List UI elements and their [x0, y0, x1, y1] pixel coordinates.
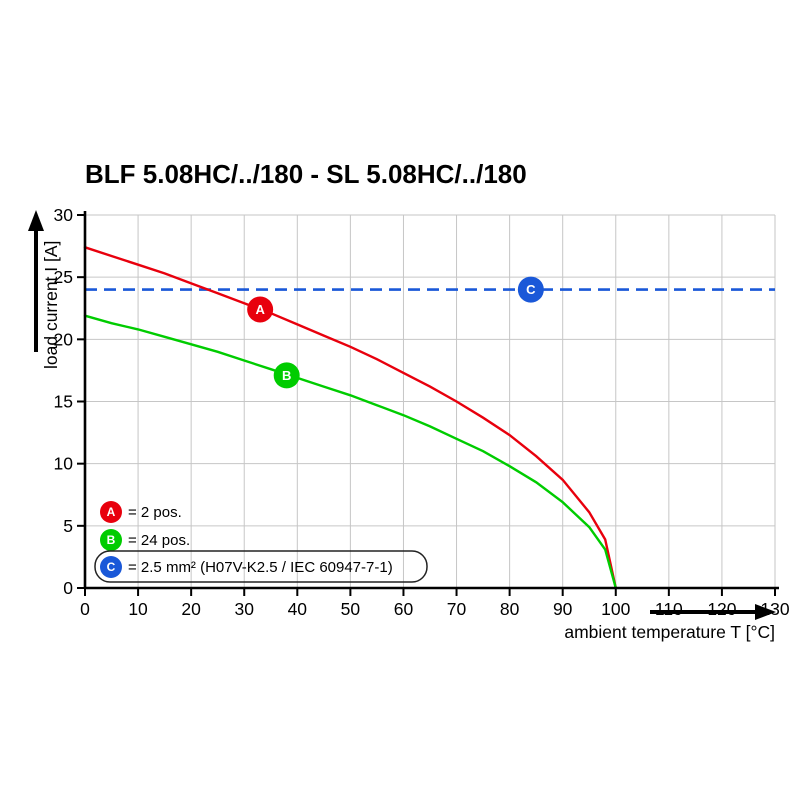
y-tick-label: 5 [63, 516, 73, 536]
y-axis-label: load current I [A] [41, 241, 61, 369]
x-tick-label: 120 [707, 599, 736, 619]
plot-area: 0 10 20 30 40 50 60 70 80 90 100 110 120 130051015202… [54, 205, 790, 619]
x-tick-label: 110 [655, 599, 683, 619]
y-axis-arrow-icon [28, 210, 44, 352]
marker-A [247, 296, 274, 323]
marker-letter-A: A [255, 302, 265, 317]
legend-letter-C: C [107, 560, 116, 574]
legend-label-B: = 24 pos. [128, 532, 190, 549]
x-axis-label: ambient temperature T [°C] [564, 622, 775, 642]
curve-B [83, 314, 617, 590]
legend-marker-A [100, 501, 122, 523]
legend-letter-A: A [107, 505, 116, 519]
legend-marker-C [100, 556, 122, 578]
x-tick-label: 60 [394, 599, 414, 619]
y-tick-label: 25 [54, 267, 73, 287]
legend-label-A: = 2 pos. [128, 504, 182, 521]
curve-A [83, 246, 617, 590]
x-tick-label: 0 [80, 599, 90, 619]
x-axis-arrow-icon [650, 604, 776, 620]
marker-B [273, 362, 300, 389]
x-tick-label: 30 [234, 599, 254, 619]
x-tick-label: 10 [128, 599, 148, 619]
legend-marker-B [100, 529, 122, 551]
x-tick-label: 40 [288, 599, 308, 619]
marker-C [517, 276, 544, 303]
legend-letter-B: B [107, 533, 116, 547]
y-tick-label: 20 [54, 329, 74, 349]
legend-label-C: = 2.5 mm² (H07V-K2.5 / IEC 60947-7-1) [128, 559, 393, 576]
x-tick-label: 70 [447, 599, 467, 619]
y-tick-label: 15 [54, 392, 73, 412]
x-tick-label: 90 [553, 599, 573, 619]
y-tick-label: 10 [54, 454, 74, 474]
legend-box-C [94, 550, 428, 583]
marker-letter-C: C [526, 282, 536, 297]
y-tick-label: 30 [54, 205, 74, 225]
x-tick-label: 80 [500, 599, 520, 619]
x-tick-label: 20 [181, 599, 201, 619]
y-tick-label: 0 [63, 578, 73, 598]
x-tick-label: 50 [341, 599, 361, 619]
x-tick-label: 100 [601, 599, 630, 619]
chart-title: BLF 5.08HC/../180 - SL 5.08HC/../180 [85, 159, 527, 189]
marker-letter-B: B [282, 368, 291, 383]
